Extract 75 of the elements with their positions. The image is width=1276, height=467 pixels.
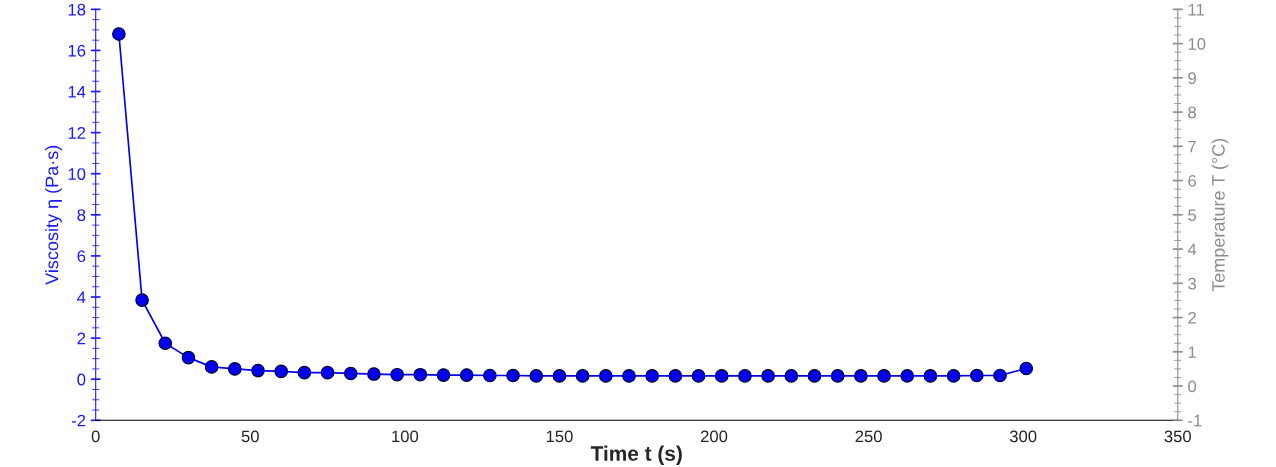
x-tick-label: 250 — [855, 430, 882, 443]
point — [506, 368, 520, 383]
point — [135, 293, 149, 307]
y-tick-label: 8 — [77, 209, 86, 222]
point — [483, 368, 497, 383]
point — [228, 362, 242, 376]
point — [390, 367, 404, 382]
point — [575, 369, 590, 383]
y-tick-label: 6 — [77, 250, 86, 263]
x-tick-label: 350 — [1164, 430, 1191, 443]
point — [158, 336, 173, 351]
y-tick-label: 12 — [68, 127, 86, 139]
point — [320, 365, 335, 380]
point — [993, 368, 1007, 383]
point — [251, 363, 265, 378]
point — [297, 365, 312, 380]
x-tick-label: 200 — [700, 430, 728, 443]
y-tick-label: 14 — [68, 86, 86, 98]
y2-axis-title: Temperature T (°C) — [1211, 138, 1229, 292]
point — [459, 368, 474, 382]
y-tick-label: 2 — [77, 332, 86, 345]
y-tick-label: 0 — [77, 373, 86, 386]
point — [1019, 361, 1034, 376]
x-axis-title: Time t (s) — [590, 445, 682, 465]
y2-tick-label: 4 — [1187, 243, 1197, 256]
point — [622, 369, 636, 383]
point — [112, 27, 126, 41]
y-axis-title: Viscosity η (Pa·s) — [45, 145, 62, 285]
point — [274, 364, 288, 379]
y2-tick-label: 1 — [1188, 346, 1196, 358]
point — [552, 369, 567, 383]
point — [830, 369, 845, 383]
y-tick-label: 4 — [77, 291, 86, 304]
point — [807, 369, 822, 383]
point — [923, 369, 938, 383]
x-tick-label: 0 — [91, 430, 100, 443]
x-tick-label: 50 — [241, 430, 259, 443]
point — [877, 369, 891, 383]
x-tick-label: 300 — [1009, 430, 1037, 443]
y2-tick-label: 8 — [1188, 106, 1197, 119]
point — [413, 367, 428, 382]
y2-tick-label: 2 — [1188, 311, 1196, 324]
y2-tick-label: 11 — [1188, 3, 1204, 16]
y2-tick-label: 7 — [1188, 140, 1196, 153]
point — [436, 368, 451, 382]
y2-tick-label: -1 — [1188, 414, 1202, 427]
point — [969, 368, 984, 383]
point — [343, 366, 358, 381]
x-tick-label: 150 — [546, 430, 573, 443]
point — [691, 369, 706, 383]
point — [181, 350, 196, 365]
y2-tick-label: 6 — [1188, 174, 1197, 187]
point — [367, 367, 381, 381]
point — [946, 369, 961, 383]
y2-tick-label: 10 — [1188, 37, 1206, 50]
point — [529, 369, 544, 383]
point — [738, 369, 752, 383]
point — [645, 369, 659, 383]
point — [784, 369, 799, 383]
y2-tick-label: 5 — [1188, 209, 1197, 222]
point — [599, 369, 613, 383]
point — [761, 369, 775, 383]
point — [204, 360, 219, 374]
x-tick-label: 100 — [392, 430, 419, 443]
point — [900, 369, 915, 383]
y2-tick-label: 0 — [1188, 380, 1197, 393]
y-tick-label: -2 — [71, 414, 86, 427]
point — [854, 369, 868, 383]
y2-tick-label: 3 — [1188, 277, 1197, 290]
y-tick-label: 16 — [68, 44, 86, 57]
y-tick-label: 10 — [68, 168, 86, 180]
point — [714, 369, 729, 383]
y-tick-label: 18 — [68, 3, 86, 16]
y2-tick-label: 9 — [1188, 72, 1196, 85]
point — [668, 369, 683, 383]
